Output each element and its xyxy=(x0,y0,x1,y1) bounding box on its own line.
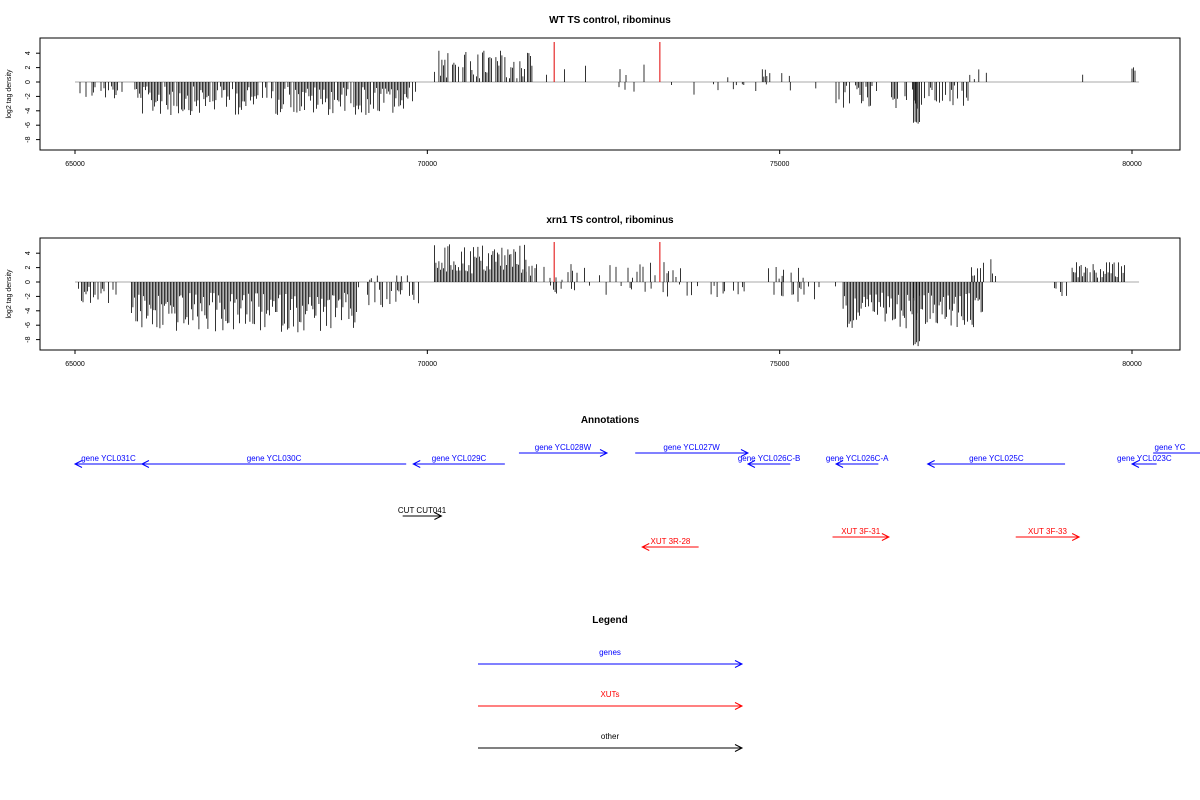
feature-label: XUT 3F-33 xyxy=(1028,527,1068,536)
y-tick-label: -2 xyxy=(25,93,32,99)
annotation-feature: XUT 3R-28 xyxy=(641,537,699,551)
x-tick-label: 65000 xyxy=(65,361,85,368)
xrn1-bars xyxy=(75,242,1140,347)
annotation-feature: XUT 3F-33 xyxy=(1015,527,1081,541)
legend-item: XUTs xyxy=(478,690,744,710)
feature-label: XUT 3R-28 xyxy=(651,537,691,546)
wt-panel: WT TS control, ribominus log2 tag densit… xyxy=(6,15,1181,168)
feature-label: CUT CUT041 xyxy=(398,506,447,515)
wt-y-ticks: 4 2 0 -2 -4 -6 -8 xyxy=(25,51,40,143)
arrowhead-left xyxy=(834,460,844,468)
annotation-feature: gene YCL029C xyxy=(412,454,505,468)
xrn1-y-ticks: 4 2 0 -2 -4 -6 -8 xyxy=(25,251,40,343)
y-tick-label: -2 xyxy=(25,293,32,299)
feature-label: gene YC xyxy=(1155,443,1186,452)
annotation-feature: gene YCL026C-B xyxy=(738,454,801,468)
y-tick-label: 4 xyxy=(25,51,32,55)
legend: Legend genes XUTs other xyxy=(478,615,744,752)
annotation-feature: XUT 3F-31 xyxy=(832,527,891,541)
xrn1-panel-title: xrn1 TS control, ribominus xyxy=(546,215,674,226)
annotation-feature: gene YCL028W xyxy=(518,443,609,457)
x-tick-label: 75000 xyxy=(770,361,790,368)
wt-x-ticks: 65000 70000 75000 80000 xyxy=(65,150,1142,168)
xrn1-x-ticks: 65000 70000 75000 80000 xyxy=(65,350,1142,368)
y-tick-label: 2 xyxy=(25,66,32,70)
feature-label: gene YCL023C xyxy=(1117,454,1172,463)
arrowhead-right xyxy=(734,660,744,668)
y-tick-label: 0 xyxy=(25,280,32,284)
annotation-feature: gene YCL023C xyxy=(1117,454,1172,468)
x-tick-label: 75000 xyxy=(770,161,790,168)
legend-label: genes xyxy=(599,648,621,657)
x-tick-label: 65000 xyxy=(65,161,85,168)
wt-panel-title: WT TS control, ribominus xyxy=(549,15,671,26)
arrowhead-left xyxy=(140,460,150,468)
y-tick-label: -6 xyxy=(25,122,32,128)
annotations-panel: Annotations gene YCL031C gene YCL030C gene… xyxy=(73,415,1200,551)
feature-label: gene YCL026C-A xyxy=(826,454,889,463)
y-tick-label: 4 xyxy=(25,251,32,255)
annotation-feature: gene YCL030C xyxy=(140,454,407,468)
arrowhead-right xyxy=(434,512,443,520)
x-tick-label: 80000 xyxy=(1122,361,1142,368)
feature-label: gene YCL030C xyxy=(247,454,302,463)
x-tick-label: 80000 xyxy=(1122,161,1142,168)
feature-label: gene YCL027W xyxy=(663,443,720,452)
feature-label: gene YCL025C xyxy=(969,454,1024,463)
feature-label: XUT 3F-31 xyxy=(841,527,881,536)
arrowhead-left xyxy=(641,543,650,551)
y-tick-label: -8 xyxy=(25,336,32,342)
y-tick-label: -4 xyxy=(25,308,32,314)
legend-items: genes XUTs other xyxy=(478,648,744,752)
arrowhead-right xyxy=(734,702,744,710)
annotation-feature: gene YCL025C xyxy=(926,454,1066,468)
feature-label: gene YCL026C-B xyxy=(738,454,801,463)
legend-label: XUTs xyxy=(600,690,619,699)
arrowhead-left xyxy=(746,460,756,468)
annotation-feature: CUT CUT041 xyxy=(398,506,447,520)
arrowhead-right xyxy=(599,449,609,457)
arrowhead-right xyxy=(740,449,750,457)
arrowhead-right xyxy=(881,533,891,541)
y-tick-label: -8 xyxy=(25,136,32,142)
xrn1-y-axis-label: log2 tag density xyxy=(6,269,13,319)
annotation-feature: gene YCL026C-A xyxy=(826,454,889,468)
arrowhead-right xyxy=(734,744,744,752)
x-tick-label: 70000 xyxy=(418,361,438,368)
feature-label: gene YCL031C xyxy=(81,454,136,463)
xrn1-plot-frame xyxy=(39,237,1181,351)
wt-y-axis-label: log2 tag density xyxy=(6,69,13,119)
legend-title: Legend xyxy=(592,615,628,626)
annotation-features: gene YCL031C gene YCL030C gene YCL029C gene… xyxy=(73,443,1200,551)
arrowhead-left xyxy=(926,460,935,468)
feature-label: gene YCL029C xyxy=(432,454,487,463)
y-tick-label: -4 xyxy=(25,108,32,114)
wt-bars xyxy=(75,42,1140,124)
wt-plot-frame xyxy=(39,37,1181,151)
y-tick-label: 2 xyxy=(25,266,32,270)
feature-label: gene YCL028W xyxy=(535,443,592,452)
legend-item: genes xyxy=(478,648,744,668)
legend-label: other xyxy=(601,732,620,741)
y-tick-label: 0 xyxy=(25,80,32,84)
annotation-feature: gene YC xyxy=(1153,443,1200,454)
xrn1-panel: xrn1 TS control, ribominus log2 tag dens… xyxy=(6,215,1181,368)
arrowhead-right xyxy=(1071,533,1081,541)
arrowhead-left xyxy=(73,460,83,468)
arrowhead-left xyxy=(412,460,421,468)
annotation-feature: gene YCL031C xyxy=(73,454,142,468)
arrowhead-left xyxy=(1130,460,1140,468)
x-tick-label: 70000 xyxy=(418,161,438,168)
annotations-title: Annotations xyxy=(581,415,640,426)
legend-item: other xyxy=(478,732,744,752)
annotation-feature: gene YCL027W xyxy=(635,443,750,457)
y-tick-label: -6 xyxy=(25,322,32,328)
